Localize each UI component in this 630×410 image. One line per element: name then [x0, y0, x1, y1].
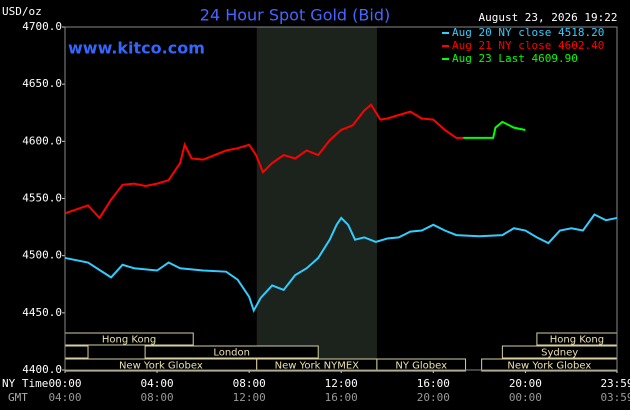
y-tick-label: 4600.0 — [22, 134, 62, 147]
y-tick-label: 4450.0 — [22, 306, 62, 319]
x2-tick-label: 16:00 — [325, 391, 358, 404]
session-box — [144, 345, 319, 359]
session-label: New York NYMEX — [275, 361, 360, 372]
session-label: Hong Kong — [102, 335, 156, 346]
x-tick-label: 04:00 — [141, 377, 174, 390]
x-tick-label: 16:00 — [417, 377, 450, 390]
x-tick-label: 20:00 — [509, 377, 542, 390]
y-tick-label: 4550.0 — [22, 192, 62, 205]
chart-title: 24 Hour Spot Gold (Bid) — [200, 6, 390, 25]
x2-tick-label: 03:59 — [600, 391, 630, 404]
series-line — [64, 103, 464, 220]
x2-axis-label: GMT — [8, 391, 28, 404]
x-tick-label: 23:59 — [600, 377, 630, 390]
watermark: www.kitco.com — [68, 39, 205, 58]
legend-label: Aug 20 NY close 4518.20 — [452, 26, 604, 39]
plot-frame — [64, 26, 618, 371]
x2-tick-label: 00:00 — [509, 391, 542, 404]
session-label: Hong Kong — [550, 335, 604, 346]
y-tick-label: 4400.0 — [22, 363, 62, 376]
y-tick-label: 4500.0 — [22, 249, 62, 262]
x-tick-label: 00:00 — [48, 377, 81, 390]
legend-label: Aug 23 Last 4609.90 — [452, 52, 578, 65]
timestamp: August 23, 2026 19:22 — [478, 11, 617, 24]
y-tick-label: 4650.0 — [22, 77, 62, 90]
x-tick-label: 08:00 — [233, 377, 266, 390]
legend-label: Aug 21 NY close 4602.40 — [452, 39, 604, 52]
session-label: New York Globex — [507, 361, 591, 372]
x2-tick-label: 12:00 — [233, 391, 266, 404]
series-line — [64, 213, 618, 314]
y-tick-label: 4700.0 — [22, 20, 62, 33]
session-label: NY Globex — [395, 361, 447, 372]
session-box — [376, 358, 467, 372]
x2-tick-label: 08:00 — [141, 391, 174, 404]
plot-area — [256, 27, 377, 370]
y-axis-label: USD/oz — [2, 5, 42, 18]
shaded-region — [256, 27, 377, 370]
session-label: London — [213, 348, 250, 359]
x-tick-label: 12:00 — [325, 377, 358, 390]
x2-tick-label: 04:00 — [48, 391, 81, 404]
session-label: Sydney — [541, 348, 578, 359]
x2-tick-label: 20:00 — [417, 391, 450, 404]
x-axis-label: NY Time — [2, 377, 48, 390]
series-line — [463, 120, 526, 139]
session-label: New York Globex — [119, 361, 203, 372]
session-box — [64, 345, 89, 359]
